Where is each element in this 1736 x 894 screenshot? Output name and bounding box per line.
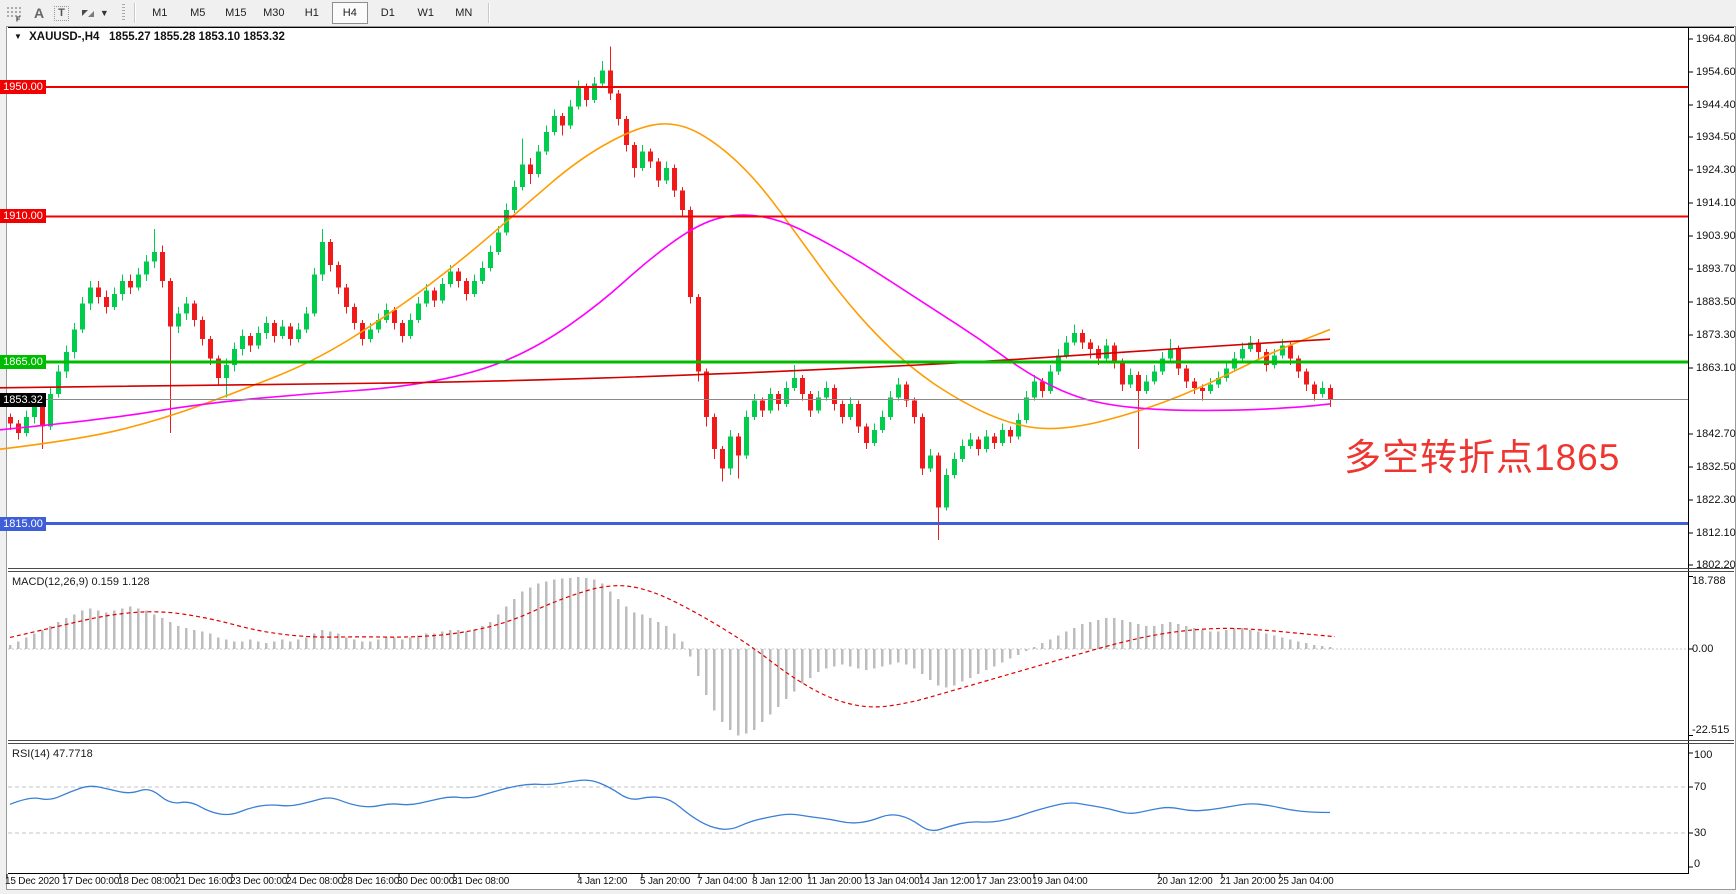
timeframe-m1-button[interactable]: M1 xyxy=(152,7,168,19)
timeframe-d1-button[interactable]: D1 xyxy=(380,7,395,19)
arrows-icon xyxy=(81,9,94,17)
toolbar: F A T ▼ M1 M5 M15 M30 H1 H4 D1 W1 MN xyxy=(0,0,1736,26)
candlesticks xyxy=(8,46,1333,540)
arrows-tool-button[interactable]: ▼ xyxy=(74,2,114,24)
text-label-tool-button[interactable]: A xyxy=(29,2,49,24)
text-box-tool-button[interactable]: T xyxy=(49,2,74,24)
timeframe-h1-button[interactable]: H1 xyxy=(304,7,319,19)
macd-signal-line xyxy=(9,585,1336,708)
text-label-icon: A xyxy=(34,5,45,21)
macd-histogram xyxy=(9,577,1332,736)
svg-text:F: F xyxy=(16,16,21,22)
timeframe-m30-button[interactable]: M30 xyxy=(263,7,285,19)
snap-grid-tool-button[interactable]: F xyxy=(0,2,29,24)
toolbar-separator xyxy=(487,3,490,23)
timeframe-w1-button[interactable]: W1 xyxy=(417,7,435,19)
ma-orange xyxy=(0,123,1331,451)
timeframe-m15-button[interactable]: M15 xyxy=(225,7,247,19)
toolbar-grip[interactable] xyxy=(121,4,125,22)
chart-window xyxy=(6,26,1736,890)
timeframe-h4-button[interactable]: H4 xyxy=(331,2,368,24)
dropdown-caret-icon: ▼ xyxy=(99,8,109,18)
toolbar-separator xyxy=(133,3,136,23)
ma-magenta xyxy=(0,214,1331,431)
rsi-line xyxy=(9,779,1331,832)
timeframe-mn-button[interactable]: MN xyxy=(455,7,473,19)
snap-grid-icon: F xyxy=(7,6,21,22)
text-box-icon: T xyxy=(54,5,69,21)
timeframe-m5-button[interactable]: M5 xyxy=(190,7,206,19)
ma-red xyxy=(0,338,1331,389)
